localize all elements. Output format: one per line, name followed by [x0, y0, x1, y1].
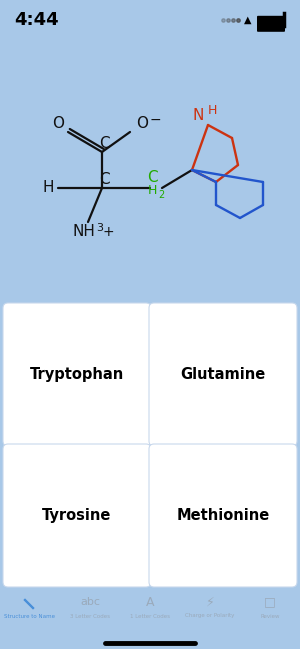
Text: Methionine: Methionine [176, 508, 270, 523]
Text: H: H [42, 180, 54, 195]
FancyBboxPatch shape [3, 444, 151, 587]
Text: −: − [149, 113, 161, 127]
Text: N: N [192, 108, 204, 123]
Text: +: + [102, 225, 114, 239]
Text: C: C [147, 171, 157, 186]
Text: ⚡: ⚡ [206, 596, 214, 609]
Text: 3 Letter Codes: 3 Letter Codes [70, 613, 110, 618]
Text: NH: NH [73, 225, 95, 239]
Text: Structure to Name: Structure to Name [4, 613, 55, 618]
FancyBboxPatch shape [149, 303, 297, 446]
Text: Tryptophan: Tryptophan [30, 367, 124, 382]
Text: O: O [136, 117, 148, 132]
Text: C: C [99, 173, 109, 188]
Text: □: □ [264, 596, 276, 609]
Text: 3: 3 [97, 223, 104, 233]
Text: Charge or Polarity: Charge or Polarity [185, 613, 235, 618]
Text: A: A [146, 596, 154, 609]
Text: 4:44: 4:44 [14, 11, 59, 29]
Text: C: C [99, 136, 109, 151]
Text: O: O [52, 117, 64, 132]
Text: Tyrosine: Tyrosine [42, 508, 112, 523]
Text: H: H [147, 184, 157, 197]
Text: 1 Letter Codes: 1 Letter Codes [130, 613, 170, 618]
FancyBboxPatch shape [257, 16, 285, 32]
Text: H: H [207, 104, 217, 117]
FancyBboxPatch shape [149, 444, 297, 587]
Text: abc: abc [80, 597, 100, 607]
Text: ▲: ▲ [244, 15, 252, 25]
Text: 2: 2 [158, 190, 164, 200]
Text: Glutamine: Glutamine [180, 367, 266, 382]
Text: Review: Review [260, 613, 280, 618]
FancyBboxPatch shape [3, 303, 151, 446]
